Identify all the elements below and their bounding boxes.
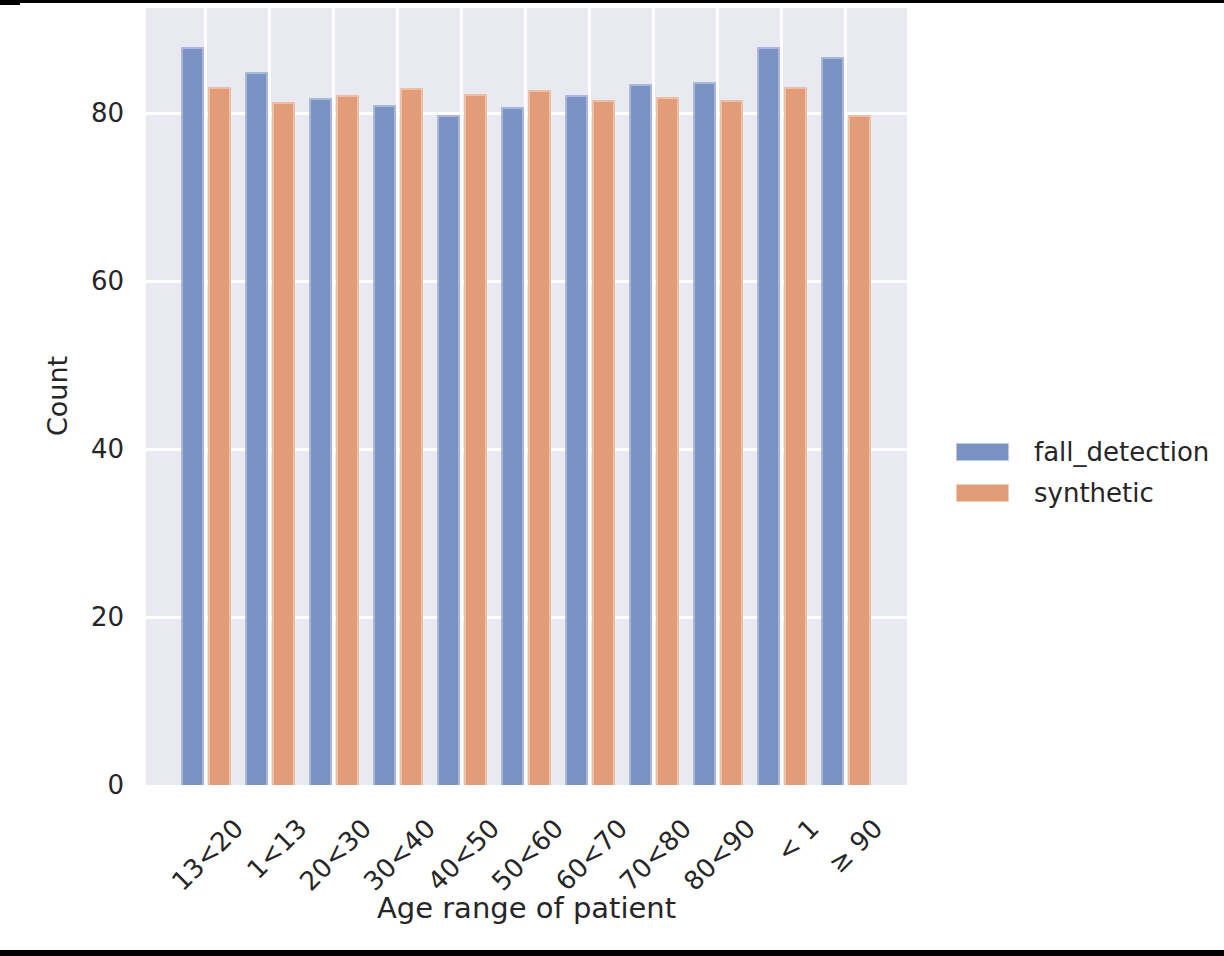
bar-synthetic [528, 90, 551, 785]
x-gridline [652, 8, 655, 785]
screenshot-frame: Count Age range of patient fall_detectio… [0, 0, 1224, 956]
legend-item: fall_detection [956, 431, 1209, 472]
x-gridline [204, 8, 207, 785]
legend-label: fall_detection [1034, 437, 1209, 467]
bar-synthetic [592, 100, 615, 785]
bar-fall_detection [501, 107, 524, 785]
top-left-edge-artifact [0, 0, 20, 5]
x-gridline [780, 8, 783, 785]
plot-area [146, 8, 907, 785]
legend-item: synthetic [956, 472, 1209, 513]
y-tick-label: 80 [0, 98, 124, 128]
x-axis-title: Age range of patient [146, 891, 907, 925]
x-gridline [716, 8, 719, 785]
y-tick-label: 40 [0, 434, 124, 464]
bar-fall_detection [693, 82, 716, 785]
bar-synthetic [848, 115, 871, 785]
x-tick-label-text: 13<20 [165, 813, 248, 896]
y-axis-title: Count [42, 356, 73, 436]
x-tick-label-text: < 1 [771, 813, 825, 867]
x-tick-label-text: 70<80 [613, 813, 696, 896]
bar-fall_detection [309, 98, 332, 785]
y-tick-label: 0 [0, 770, 124, 800]
x-tick-label-text: 20<30 [293, 813, 376, 896]
y-tick-label: 20 [0, 602, 124, 632]
bar-synthetic [720, 100, 743, 785]
bar-synthetic [464, 94, 487, 785]
bar-fall_detection [757, 47, 780, 785]
x-gridline [524, 8, 527, 785]
bar-chart-figure: Count Age range of patient fall_detectio… [0, 0, 1224, 956]
x-gridline [844, 8, 847, 785]
x-tick-label-text: 80<90 [677, 813, 760, 896]
x-gridline [268, 8, 271, 785]
x-tick-label-text: ≥ 90 [823, 813, 889, 879]
bar-fall_detection [565, 95, 588, 785]
top-edge-line [0, 0, 1224, 3]
x-tick-label-text: 60<70 [549, 813, 632, 896]
bar-synthetic [208, 87, 231, 785]
legend: fall_detection synthetic [956, 431, 1209, 513]
bar-fall_detection [821, 57, 844, 785]
bar-synthetic [400, 88, 423, 785]
y-tick-label: 60 [0, 266, 124, 296]
x-tick-label-text: 40<50 [421, 813, 504, 896]
legend-label: synthetic [1034, 478, 1154, 508]
bar-synthetic [784, 87, 807, 785]
bar-fall_detection [629, 84, 652, 785]
x-tick-label-text: 30<40 [357, 813, 440, 896]
x-gridline [396, 8, 399, 785]
bar-fall_detection [437, 115, 460, 785]
x-gridline [588, 8, 591, 785]
bottom-edge-line [0, 950, 1224, 956]
bar-synthetic [656, 97, 679, 785]
legend-swatch-synthetic [956, 484, 1009, 502]
bar-fall_detection [181, 47, 204, 785]
bar-fall_detection [373, 105, 396, 785]
bar-synthetic [336, 95, 359, 785]
legend-swatch-fall_detection [956, 443, 1009, 461]
x-gridline [460, 8, 463, 785]
bar-synthetic [272, 102, 295, 785]
x-gridline [332, 8, 335, 785]
bar-fall_detection [245, 72, 268, 785]
x-tick-label-text: 50<60 [485, 813, 568, 896]
